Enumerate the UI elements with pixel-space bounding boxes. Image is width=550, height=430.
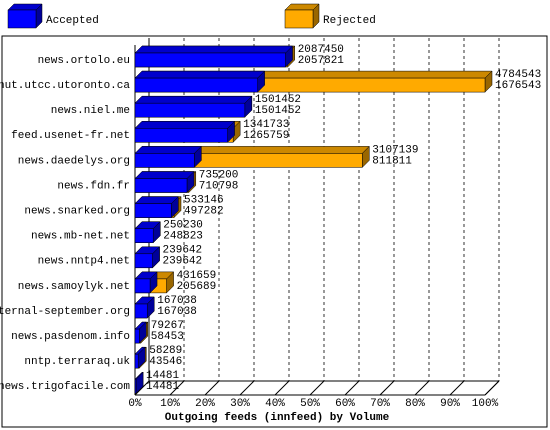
data-label: 811811 <box>372 155 412 167</box>
data-label: 1676543 <box>495 80 541 92</box>
bar-top <box>134 70 266 79</box>
data-label: 1341733 <box>243 119 289 131</box>
y-tick-label: news.pasdenom.info <box>11 331 130 343</box>
data-label: 239642 <box>163 245 203 257</box>
tick-mark <box>239 380 255 396</box>
x-tick-label: 100% <box>472 398 499 410</box>
data-label: 710798 <box>199 180 239 192</box>
tick-mark <box>344 380 360 396</box>
legend-swatch <box>284 9 314 29</box>
x-tick-label: 90% <box>440 398 460 410</box>
bar <box>134 328 140 344</box>
y-tick-label: news.samoylyk.net <box>18 281 130 293</box>
data-label: 4784543 <box>495 69 541 81</box>
x-tick-label: 50% <box>300 398 320 410</box>
legend-swatch <box>7 9 37 29</box>
x-tick-label: 20% <box>195 398 215 410</box>
data-label: 250230 <box>163 220 203 232</box>
tick-mark <box>274 380 290 396</box>
y-tick-label: news.daedelys.org <box>18 155 130 167</box>
x-tick-label: 40% <box>265 398 285 410</box>
y-tick-label: feed.usenet-fr.net <box>11 130 130 142</box>
data-label: 1265759 <box>243 130 289 142</box>
data-label: 431659 <box>177 270 217 282</box>
data-label: 497282 <box>184 206 224 218</box>
bar-top <box>134 171 195 179</box>
legend-label: Accepted <box>46 15 99 27</box>
bar-side <box>135 371 144 394</box>
tick-mark <box>484 380 500 396</box>
bar <box>134 353 139 369</box>
data-label: 735200 <box>199 169 239 181</box>
tick-mark <box>414 380 430 396</box>
data-label: 58289 <box>149 345 182 357</box>
bar <box>134 303 148 319</box>
y-tick-label: news.trigofacile.com <box>0 381 130 393</box>
bar <box>134 253 153 269</box>
x-tick-label: 60% <box>335 398 355 410</box>
bar-top <box>134 45 294 54</box>
plot-frame <box>1 35 548 428</box>
data-label: 167038 <box>157 295 197 307</box>
data-label: 3107139 <box>372 144 418 156</box>
x-tick-label: 30% <box>230 398 250 410</box>
bar <box>134 128 228 143</box>
x-axis-title: Outgoing feeds (innfeed) by Volume <box>165 412 390 424</box>
bar <box>134 278 151 294</box>
y-tick-label: nntp.terraraq.uk <box>24 356 130 368</box>
data-label: 239642 <box>163 256 203 268</box>
data-label: 14481 <box>146 370 179 382</box>
tick-mark <box>309 380 325 396</box>
bar <box>134 228 154 243</box>
data-label: 14481 <box>146 381 179 393</box>
tick-mark <box>169 380 185 396</box>
legend-label: Rejected <box>323 15 376 27</box>
data-label: 1501452 <box>255 94 301 106</box>
bar-top <box>134 146 202 154</box>
x-tick-label: 10% <box>160 398 180 410</box>
data-label: 2057821 <box>298 55 345 67</box>
tick-mark <box>379 380 395 396</box>
data-label: 248823 <box>163 231 203 243</box>
tick-mark <box>449 380 465 396</box>
bar <box>134 77 258 93</box>
data-label: 43546 <box>149 356 182 368</box>
bar <box>134 153 195 168</box>
y-tick-label: eternal-september.org <box>0 306 130 318</box>
data-label: 2087450 <box>298 44 344 56</box>
x-tick-label: 70% <box>370 398 390 410</box>
y-tick-label: news.fdn.fr <box>57 180 130 192</box>
y-tick-label: nut.utcc.utoronto.ca <box>0 80 130 92</box>
tick-mark <box>204 380 220 396</box>
bar-top <box>134 196 179 204</box>
bar <box>134 203 172 218</box>
bar <box>134 52 286 68</box>
data-label: 533146 <box>184 195 224 207</box>
y-tick-label: news.nntp4.net <box>38 256 130 268</box>
bar <box>134 178 188 193</box>
bar <box>134 102 246 118</box>
bar <box>134 379 137 394</box>
data-label: 79267 <box>151 320 184 332</box>
x-tick-label: 80% <box>405 398 425 410</box>
x-tick-label: 0% <box>128 398 142 410</box>
y-tick-label: news.niel.me <box>51 105 130 117</box>
y-tick-label: news.ortolo.eu <box>38 55 130 67</box>
data-label: 205689 <box>177 281 217 293</box>
data-label: 1501452 <box>255 105 301 117</box>
data-label: 58453 <box>151 331 184 343</box>
data-label: 167038 <box>157 306 197 318</box>
bar-top <box>134 121 236 129</box>
bar-top <box>134 95 253 104</box>
tick-mark <box>134 380 150 396</box>
y-tick-label: news.mb-net.net <box>31 231 130 243</box>
y-tick-label: news.snarked.org <box>24 206 130 218</box>
